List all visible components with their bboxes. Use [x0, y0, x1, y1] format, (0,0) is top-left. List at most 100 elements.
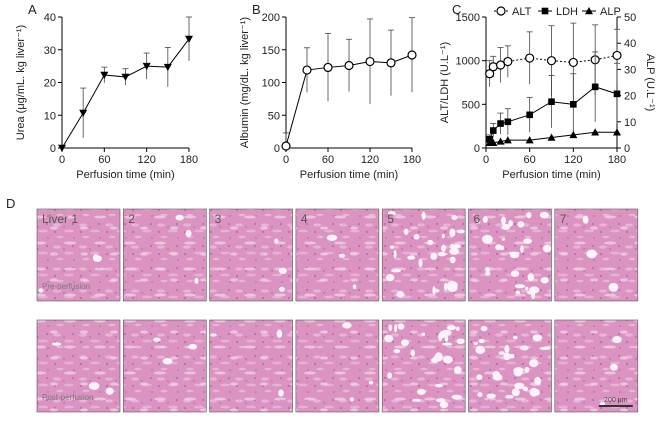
scale-bar-label: 200 μm: [604, 397, 628, 404]
vacuole: [495, 244, 503, 251]
vacuole: [532, 334, 543, 342]
vacuole: [441, 233, 445, 239]
row-label: Post-perfusion: [42, 393, 94, 402]
vacuole: [276, 329, 283, 339]
marker: [495, 60, 506, 70]
vacuole: [349, 397, 355, 402]
histology-image: [468, 319, 552, 413]
vacuole: [527, 273, 535, 282]
image-border: [468, 319, 552, 413]
y-tick-label: 0: [474, 143, 480, 155]
panel-label: C: [452, 2, 461, 17]
histology-image: 5: [381, 208, 466, 302]
histology-image: 4: [295, 208, 380, 302]
marker: [569, 130, 578, 139]
vacuole: [338, 253, 346, 258]
marker: [585, 7, 593, 15]
column-label: 5: [387, 212, 394, 226]
histology-image: [123, 319, 207, 413]
vacuole: [599, 402, 606, 406]
vacuole: [476, 374, 483, 381]
vacuole: [508, 219, 513, 227]
tissue-overlay: [123, 320, 207, 412]
y-tick-label: 1000: [456, 56, 480, 68]
vacuole: [210, 333, 217, 337]
vacuole: [401, 339, 409, 347]
marker: [163, 63, 172, 72]
vacuole: [503, 352, 511, 361]
vacuole: [586, 249, 597, 259]
vacuole: [612, 336, 622, 344]
vacuole: [390, 269, 402, 273]
vacuole: [451, 394, 463, 400]
vacuole: [498, 351, 505, 356]
y-axis-label: Albumin (mg/dL. kg liver⁻¹): [239, 17, 251, 148]
image-border: [209, 319, 293, 413]
vacuole: [480, 325, 488, 332]
vacuole: [441, 244, 447, 252]
vacuole: [477, 392, 483, 397]
vacuole: [431, 357, 439, 363]
panel-label: A: [28, 2, 37, 17]
marker: [504, 118, 512, 126]
panel-label: B: [252, 2, 261, 17]
histology-image: [381, 319, 466, 413]
y-tick-label: 50: [268, 110, 280, 122]
marker: [496, 6, 506, 16]
y-tick-label: 500: [462, 99, 480, 111]
marker: [344, 60, 354, 71]
vacuole: [388, 324, 393, 332]
vacuole: [507, 354, 515, 359]
marker: [485, 69, 495, 79]
x-tick-label: 0: [283, 154, 289, 166]
histology-image: [209, 319, 293, 413]
x-tick-label: 60: [524, 154, 536, 166]
marker: [525, 53, 535, 63]
chart: A 0 60 120 180 0 10 20 30 40 Perfusion time (min) U…: [15, 2, 198, 181]
image-border: [381, 319, 466, 413]
vacuole: [421, 211, 426, 221]
vacuole: [476, 220, 481, 224]
tissue-overlay: [123, 209, 207, 301]
histology-image: 7: [554, 208, 639, 302]
image-border: [209, 208, 293, 302]
tissue-overlay: [554, 320, 638, 412]
vacuole: [418, 258, 423, 268]
y-axis-label: ALT/LDH (U.L⁻¹): [439, 42, 451, 123]
vacuole: [93, 255, 102, 263]
image-border: [123, 319, 207, 413]
image-border: [36, 319, 121, 413]
series-line: [489, 86, 618, 140]
marker: [489, 127, 497, 134]
tissue-overlay: [37, 320, 120, 412]
x-tick-label: 120: [564, 154, 582, 166]
vacuole: [441, 329, 452, 336]
vacuole: [478, 338, 485, 344]
vacuole: [352, 284, 357, 290]
x-tick-label: 180: [180, 154, 198, 166]
vacuole: [393, 249, 397, 259]
image-border: [468, 208, 552, 302]
y-tick-label: 0: [274, 143, 280, 155]
vacuole: [539, 211, 549, 219]
image-border: [381, 208, 466, 302]
vacuole: [188, 343, 198, 350]
image-border: [554, 319, 639, 413]
vacuole: [51, 342, 62, 346]
vacuole: [175, 214, 184, 221]
marker: [496, 137, 505, 145]
vacuole: [387, 372, 393, 379]
marker: [386, 58, 396, 68]
y-axis-label: Urea (μg/mL. kg liver⁻¹): [15, 25, 27, 140]
vacuole: [396, 290, 405, 298]
vacuole: [449, 243, 455, 250]
image-border: [295, 319, 380, 413]
vacuole: [38, 288, 44, 293]
marker: [302, 65, 312, 75]
y2-axis-label: ALP (U.L⁻¹): [644, 54, 656, 112]
marker: [100, 71, 109, 79]
marker: [548, 98, 555, 106]
histology-image: Post-perfusion: [36, 319, 121, 413]
vacuole: [524, 366, 530, 374]
